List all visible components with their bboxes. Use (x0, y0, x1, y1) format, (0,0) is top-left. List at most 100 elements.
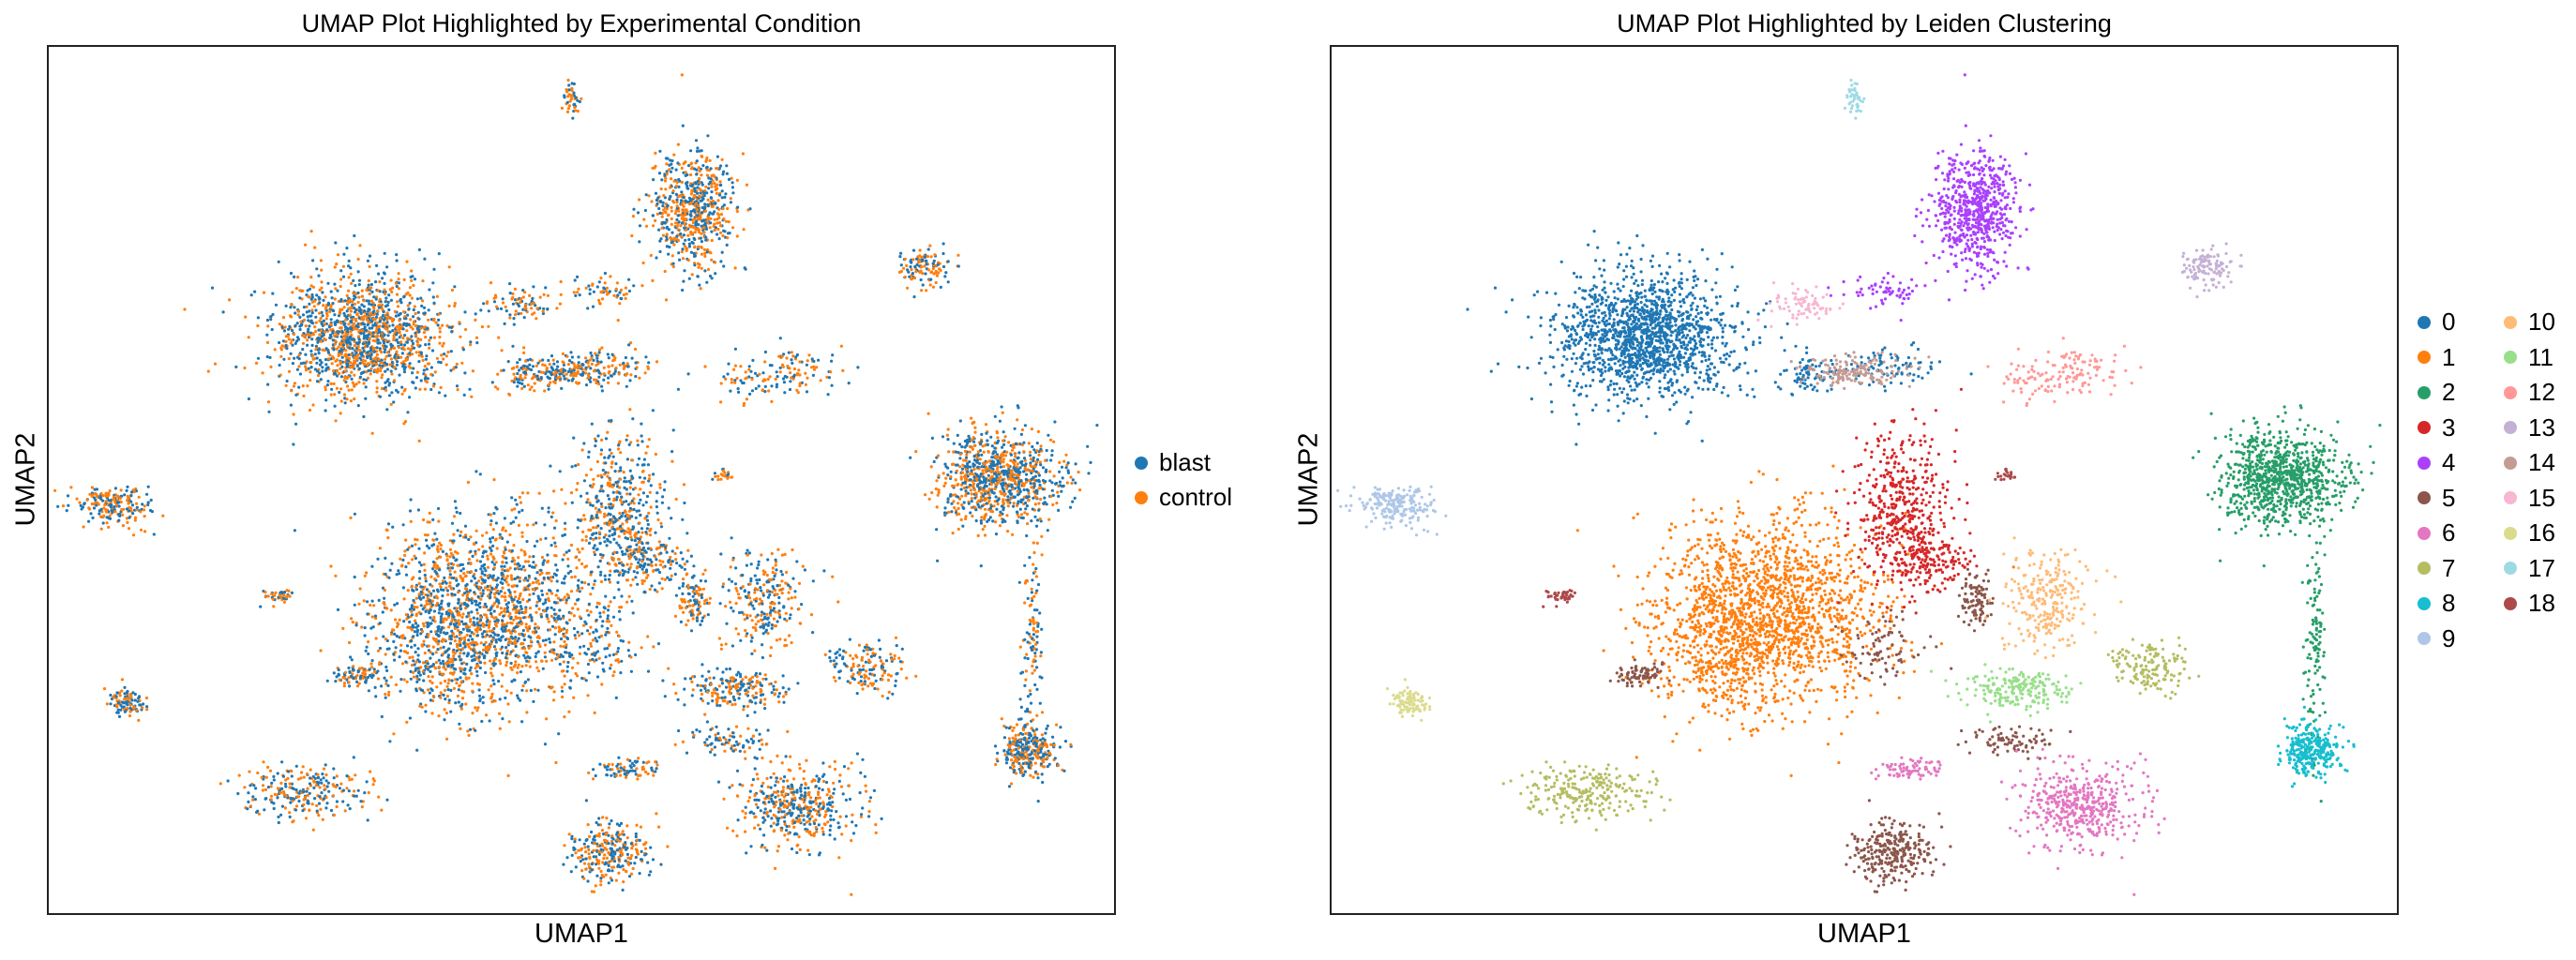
point (1032, 647, 1036, 651)
point (510, 560, 514, 563)
point (490, 671, 493, 675)
legend-label: 6 (2442, 518, 2456, 547)
legend-item-cluster-6: 6 (2418, 518, 2455, 548)
point (448, 569, 452, 573)
point (522, 384, 526, 388)
point (606, 474, 610, 478)
point (405, 340, 409, 344)
point (392, 336, 396, 339)
point (371, 362, 375, 366)
point (1019, 516, 1023, 519)
point (367, 362, 370, 366)
point (449, 350, 453, 353)
point (451, 539, 455, 543)
point (1039, 444, 1043, 448)
point (383, 281, 386, 285)
point (505, 664, 508, 668)
point (283, 325, 287, 329)
point (406, 548, 410, 551)
point (628, 486, 632, 489)
point (399, 340, 403, 344)
point (406, 411, 410, 414)
point (435, 588, 440, 592)
point (1064, 453, 1068, 457)
point (430, 688, 434, 693)
point (293, 529, 296, 532)
point (563, 682, 566, 686)
point (415, 633, 419, 638)
point (311, 403, 315, 407)
point (422, 639, 426, 643)
point (298, 296, 302, 300)
point (943, 511, 947, 515)
point (299, 320, 303, 323)
point (531, 581, 535, 585)
point (436, 545, 440, 548)
point (476, 706, 480, 710)
point (949, 475, 953, 479)
point (438, 330, 442, 334)
point (377, 306, 382, 309)
point (414, 667, 418, 670)
point (362, 414, 366, 419)
point (561, 695, 565, 699)
point (381, 364, 384, 368)
point (280, 325, 284, 329)
point (525, 659, 529, 663)
point (1050, 454, 1054, 458)
point (547, 571, 550, 575)
point (478, 618, 483, 622)
point (959, 518, 963, 522)
point (972, 488, 976, 492)
point (318, 288, 322, 292)
point (976, 502, 980, 506)
point (399, 299, 402, 303)
point (589, 573, 593, 577)
point (317, 295, 321, 299)
point (519, 617, 522, 621)
point (1007, 468, 1011, 472)
point (523, 560, 528, 563)
point (459, 335, 462, 338)
point (526, 578, 530, 582)
point (475, 682, 479, 686)
point (607, 381, 610, 384)
point (450, 566, 454, 570)
point (446, 592, 450, 597)
point (445, 323, 449, 328)
point (535, 539, 539, 543)
point (504, 548, 507, 551)
point (620, 495, 624, 499)
point (256, 323, 260, 328)
point (533, 544, 536, 548)
point (401, 637, 405, 640)
point (492, 557, 496, 562)
point (412, 320, 415, 323)
point (183, 308, 187, 311)
point (1019, 432, 1023, 436)
point (555, 568, 559, 572)
point (360, 625, 364, 629)
point (353, 233, 356, 238)
point (1022, 482, 1026, 487)
point (417, 610, 421, 614)
point (576, 482, 580, 486)
point (371, 625, 375, 629)
point (972, 436, 975, 440)
point (374, 637, 378, 640)
point (494, 521, 499, 525)
point (315, 361, 319, 365)
point (472, 542, 475, 546)
point (388, 288, 392, 292)
point (417, 660, 421, 664)
point (987, 459, 992, 463)
point (547, 599, 551, 603)
point (277, 260, 280, 263)
point (344, 334, 348, 338)
point (380, 337, 384, 340)
point (1029, 620, 1032, 623)
point (419, 563, 423, 567)
point (627, 442, 631, 446)
point (993, 477, 997, 481)
point (1045, 448, 1048, 453)
